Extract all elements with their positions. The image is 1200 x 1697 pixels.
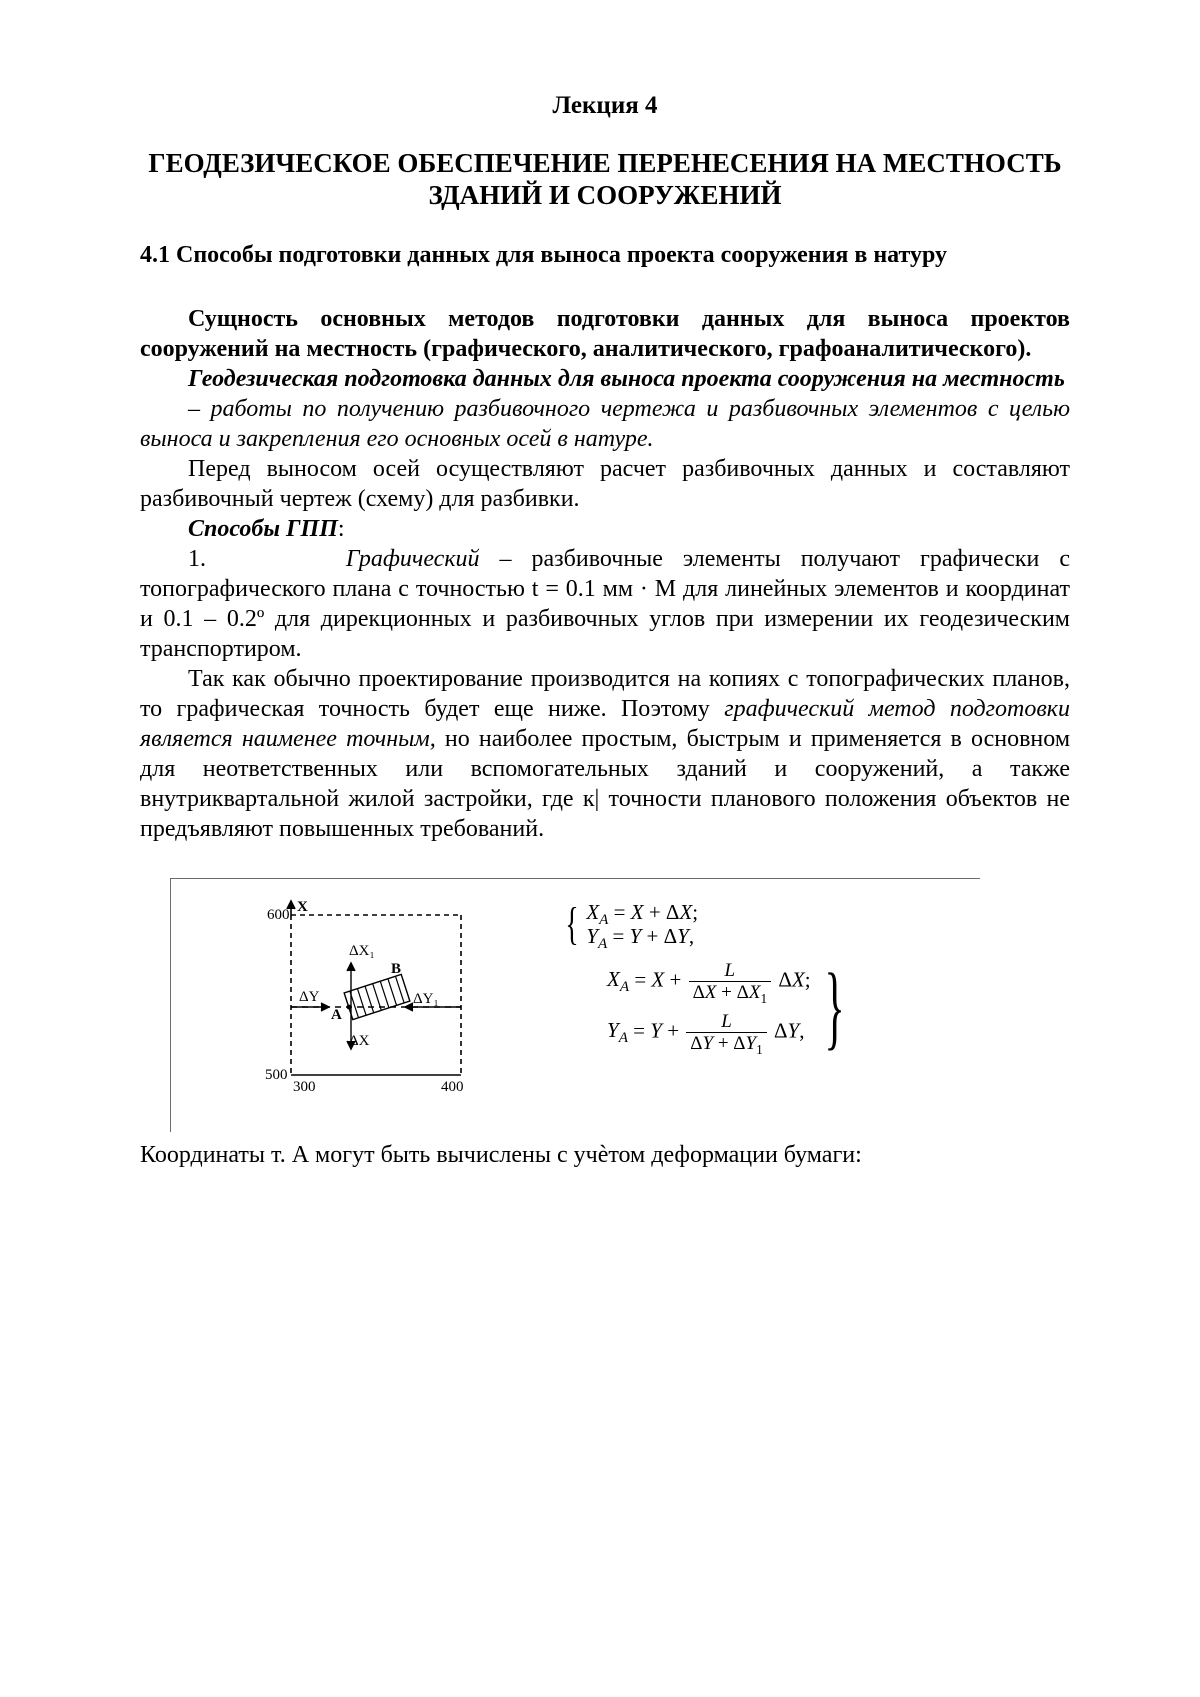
- method1-rest: разбивочные элементы получают графически…: [140, 546, 1070, 662]
- methods-label: Способы ГПП: [188, 516, 338, 542]
- label-A: A: [331, 1007, 342, 1023]
- left-brace-icon: {: [565, 901, 578, 947]
- right-brace-icon: }: [824, 972, 844, 1042]
- para-methods-label: Способы ГПП:: [140, 514, 1070, 544]
- fraction-x: L ΔX + ΔX1: [687, 961, 774, 1002]
- para-method1: 1. Графический – разбивочные элементы по…: [140, 544, 1070, 664]
- sketch-svg: 600 X ΔX₁ B ΔY A ΔY₁ ΔX 500 300 400: [231, 897, 491, 1107]
- para-definition-body: – работы по получению разбивочного черте…: [140, 394, 1070, 454]
- p7c: наименее точным,: [233, 726, 436, 752]
- body-text: Сущность основных методов подготовки дан…: [140, 304, 1070, 844]
- fraction-y: L ΔY + ΔY1: [684, 1012, 768, 1053]
- label-B: B: [391, 961, 401, 977]
- para-definition-head: Геодезическая подготовка данных для выно…: [140, 364, 1070, 394]
- lecture-number: Лекция 4: [140, 92, 1070, 120]
- label-dy: ΔY: [299, 989, 320, 1005]
- para-before: Перед выносом осей осуществляют расчет р…: [140, 454, 1070, 514]
- document-page: Лекция 4 ГЕОДЕЗИЧЕСКОЕ ОБЕСПЕЧЕНИЕ ПЕРЕН…: [0, 0, 1200, 1697]
- para-method1-cont: Так как обычно проектирование производит…: [140, 664, 1070, 844]
- main-title: ГЕОДЕЗИЧЕСКОЕ ОБЕСПЕЧЕНИЕ ПЕРЕНЕСЕНИЯ НА…: [140, 148, 1070, 212]
- label-dy1: ΔY₁: [413, 991, 439, 1007]
- section-title: 4.1 Способы подготовки данных для выноса…: [140, 240, 1070, 270]
- method1-lead: Графический –: [346, 546, 512, 572]
- main-title-line2: ЗДАНИЙ И СООРУЖЕНИЙ: [428, 180, 781, 210]
- label-x400: 400: [441, 1079, 464, 1095]
- coordinate-sketch: 600 X ΔX₁ B ΔY A ΔY₁ ΔX 500 300 400: [231, 897, 491, 1107]
- label-dx1: ΔX₁: [349, 943, 375, 959]
- figure-caption: Координаты т. А могут быть вычислены с у…: [140, 1140, 1070, 1170]
- label-X: X: [297, 899, 308, 915]
- eq-pair2: XA = X + L ΔX + ΔX1 ΔX; YA = Y + L ΔY + …: [561, 961, 958, 1053]
- main-title-line1: ГЕОДЕЗИЧЕСКОЕ ОБЕСПЕЧЕНИЕ ПЕРЕНЕСЕНИЯ НА…: [148, 148, 1061, 178]
- label-dx: ΔX: [349, 1033, 370, 1049]
- equations: { XA = X + ΔX; YA = Y + ΔY, XA = X + L Δ…: [561, 897, 958, 1053]
- label-x300: 300: [293, 1079, 316, 1095]
- para-essence: Сущность основных методов подготовки дан…: [140, 304, 1070, 364]
- label-y500: 500: [265, 1067, 288, 1083]
- eq-pair1: { XA = X + ΔX; YA = Y + ΔY,: [561, 901, 958, 947]
- label-y600: 600: [267, 907, 290, 923]
- figure-box: 600 X ΔX₁ B ΔY A ΔY₁ ΔX 500 300 400 { XA…: [170, 878, 980, 1132]
- list-num: 1.: [188, 546, 206, 572]
